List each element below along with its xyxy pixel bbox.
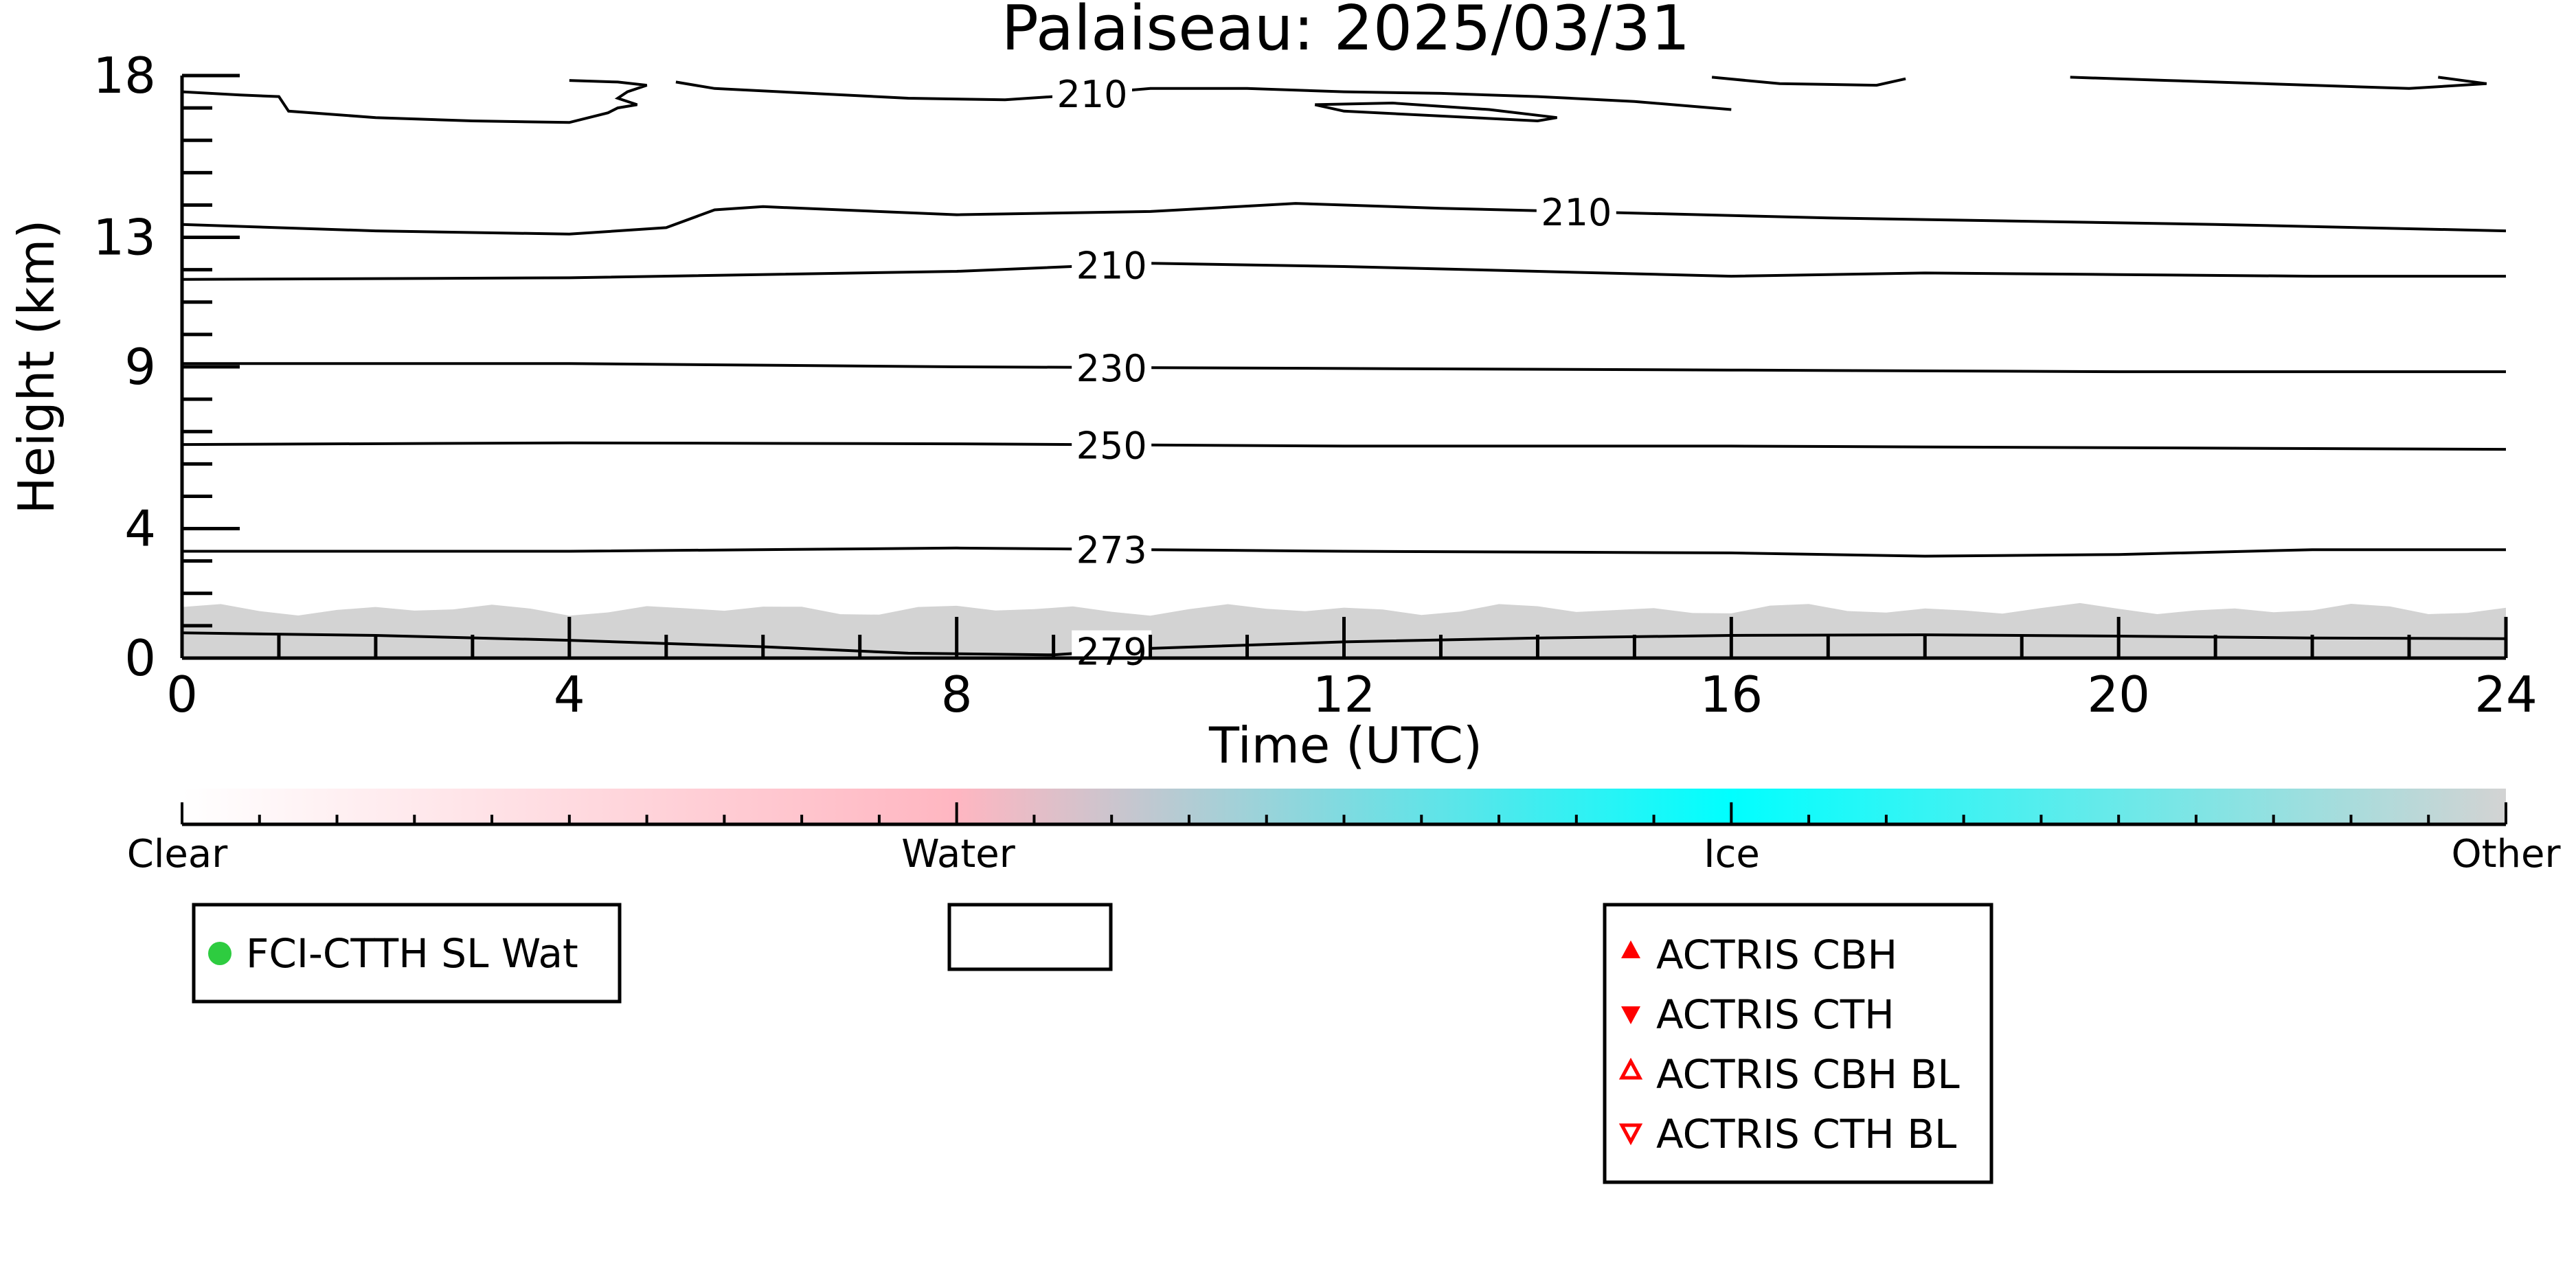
colorbar-ticks <box>181 802 2507 824</box>
y-tick-label: 9 <box>124 338 156 396</box>
x-tick-label: 8 <box>941 666 973 723</box>
x-axis-label: Time (UTC) <box>1208 716 1482 774</box>
legend-actris-cth-label: ACTRIS CTH <box>1656 991 1895 1038</box>
x-axis-ticks: 0 4 8 12 16 20 24 <box>166 617 2538 723</box>
isotherm-label-210: 210 <box>1076 245 1147 288</box>
colorbar-label-other: Other <box>2451 832 2561 877</box>
isotherm-label-bg <box>1072 528 1152 569</box>
x-tick-label: 12 <box>1313 666 1376 723</box>
filled-triangle-up-icon <box>1621 940 1640 958</box>
isotherm-label-bg <box>1072 424 1152 464</box>
isotherm-label-bg <box>1072 244 1152 284</box>
isotherm-label-bg <box>1072 630 1152 670</box>
y-tick-label: 18 <box>93 47 156 104</box>
legend-actris-cbh-label: ACTRIS CBH <box>1656 931 1897 978</box>
isotherm-label-bg <box>1072 346 1152 387</box>
isotherm-line-250-2 <box>181 441 2507 451</box>
y-axis-label: Height (km) <box>8 220 65 515</box>
isotherm-label-273: 273 <box>1076 529 1147 572</box>
y-axis-ticks: 0 4 9 13 18 <box>93 47 240 687</box>
x-tick-label: 4 <box>554 666 585 723</box>
isotherm-line-230-3 <box>182 362 2506 374</box>
isotherm-label-230: 230 <box>1076 347 1147 390</box>
isotherm-line-210-6 <box>675 80 1732 111</box>
legend-actris-cth-bl-label: ACTRIS CTH BL <box>1656 1111 1956 1157</box>
isotherm-line-unlabeled-9 <box>1711 76 1906 87</box>
x-tick-label: 24 <box>2474 666 2538 723</box>
legend-empty-frame <box>947 903 1113 971</box>
open-triangle-down-icon <box>1618 1123 1643 1146</box>
x-tick-label: 0 <box>166 666 198 723</box>
isotherm-label-bg <box>1536 191 1616 231</box>
open-triangle-up-icon <box>1618 1057 1643 1080</box>
isotherm-label-bg <box>1052 72 1133 113</box>
isotherm-line-unlabeled-8 <box>1314 101 1557 123</box>
y-tick-label: 0 <box>124 629 156 687</box>
y-tick-label: 13 <box>93 209 156 267</box>
isotherm-label-210: 210 <box>1541 191 1612 234</box>
isotherm-line-unlabeled-10 <box>2070 76 2487 90</box>
isotherm-line-210-5 <box>181 202 2507 236</box>
chart-title: Palaiseau: 2025/03/31 <box>1002 0 1691 65</box>
x-tick-label: 16 <box>1700 666 1763 723</box>
green-dot-icon <box>208 942 231 965</box>
x-tick-label: 20 <box>2087 666 2150 723</box>
filled-triangle-down-icon <box>1621 1006 1640 1024</box>
legend-actris-frame <box>1603 903 1993 1184</box>
legend-fci: FCI-CTTH SL Wat <box>192 903 622 1004</box>
legend-fci-frame <box>192 903 622 1004</box>
isotherm-line-210-4 <box>181 262 2506 281</box>
isotherm-line-273-1 <box>182 546 2506 558</box>
colorbar-label-water: Water <box>901 832 1016 877</box>
plot-area: 279 273 250 230 210 210 210 <box>181 72 2507 674</box>
legend-fci-label: FCI-CTTH SL Wat <box>246 930 578 977</box>
legend-actris-cbh-bl-label: ACTRIS CBH BL <box>1656 1051 1960 1098</box>
isotherm-line-unlabeled-7 <box>181 79 648 124</box>
isotherm-label-279: 279 <box>1076 631 1147 674</box>
isotherm-label-250: 250 <box>1076 424 1147 467</box>
legend-actris: ACTRIS CBH ACTRIS CTH ACTRIS CBH BL ACTR… <box>1603 903 1993 1184</box>
isotherm-label-210: 210 <box>1057 73 1127 116</box>
colorbar-label-ice: Ice <box>1704 832 1760 877</box>
colorbar-label-clear: Clear <box>127 832 228 877</box>
y-tick-label: 4 <box>124 500 156 558</box>
